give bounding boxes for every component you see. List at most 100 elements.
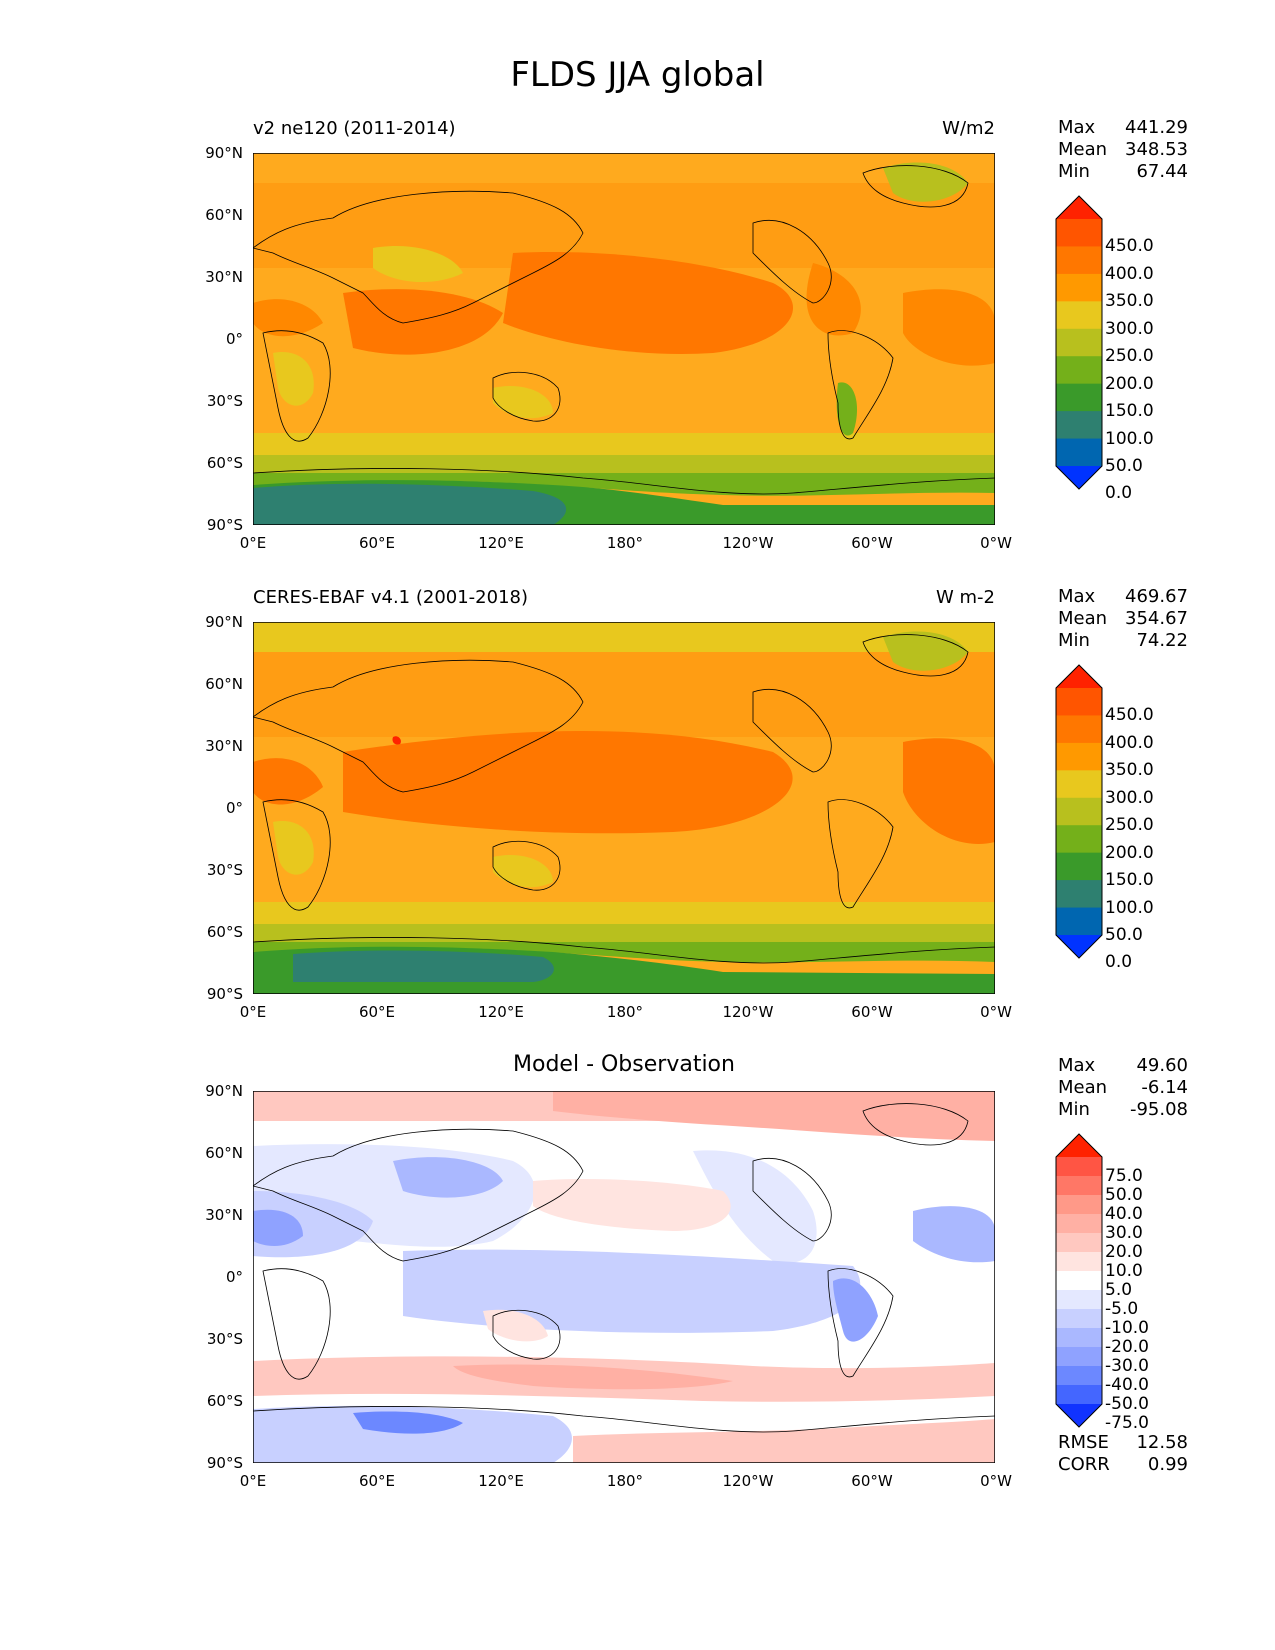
x-tick: 120°W [722, 1003, 774, 1021]
x-tick: 60°E [358, 1003, 396, 1021]
stat-max: Max 441.29 [1058, 117, 1188, 138]
stat-mean: Mean -6.14 [1058, 1077, 1188, 1098]
colorbar-segment [1056, 1233, 1102, 1253]
colorbar-segment [1056, 219, 1102, 247]
colorbar-segment [1056, 742, 1102, 771]
colorbar-segment [1056, 1195, 1102, 1215]
x-tick: 180° [606, 534, 644, 552]
colorbar-segment [1056, 1176, 1102, 1196]
y-tick: 0° [225, 1268, 243, 1286]
x-tick: 60°W [851, 1472, 893, 1490]
stat-mean: Mean 354.67 [1058, 608, 1188, 629]
colorbar-tick-label: 300.0 [1105, 318, 1154, 339]
x-tick: 0°W [980, 534, 1012, 552]
x-tick: 180° [606, 1003, 644, 1021]
colorbar-tick-label: 450.0 [1105, 236, 1154, 257]
colorbar-segment [1056, 411, 1102, 440]
y-tick: 90°N [205, 144, 243, 162]
colorbar-tick-label: 100.0 [1105, 897, 1154, 918]
panel-center-label: Model - Observation [513, 1052, 735, 1077]
x-tick: 180° [606, 1472, 644, 1490]
stat-min: Min 74.22 [1058, 630, 1188, 651]
colorbar-segment [1056, 246, 1102, 275]
y-tick: 30°N [205, 737, 243, 755]
x-tick: 60°E [358, 534, 396, 552]
x-tick: 120°W [722, 534, 774, 552]
colorbar-outline [1055, 664, 1103, 959]
stats-panel-2: Max 469.67 Mean 354.67 Min 74.22 [1058, 586, 1188, 652]
colorbar-tick-label: -10.0 [1105, 1318, 1149, 1338]
y-tick: 30°N [205, 1206, 243, 1224]
y-tick: 30°S [206, 392, 243, 410]
panel-left-label: CERES-EBAF v4.1 (2001-2018) [253, 587, 529, 608]
x-tick: 0°E [239, 1472, 267, 1490]
y-tick: 0° [225, 799, 243, 817]
colorbar-segment [1056, 825, 1102, 854]
colorbar-tick-label: 50.0 [1105, 1185, 1143, 1205]
colorbar-tick-label: -50.0 [1105, 1394, 1149, 1414]
figure-title: FLDS JJA global [510, 55, 765, 95]
map-model [253, 153, 995, 525]
colorbar-tick-label: 350.0 [1105, 760, 1154, 781]
colorbar-extend-bottom [1056, 466, 1102, 489]
x-tick: 60°W [851, 1003, 893, 1021]
colorbar-panel-3 [1055, 1133, 1103, 1428]
y-tick: 60°S [206, 454, 243, 472]
y-tick: 30°N [205, 268, 243, 286]
colorbar-tick-label: 150.0 [1105, 870, 1154, 891]
y-tick: 60°S [206, 1392, 243, 1410]
colorbar-segment [1056, 1328, 1102, 1348]
colorbar-tick-label: 250.0 [1105, 346, 1154, 367]
colorbar-tick-label: 350.0 [1105, 291, 1154, 312]
y-tick: 90°S [206, 1454, 243, 1472]
colorbar-segment [1056, 770, 1102, 799]
colorbar-tick-label: 450.0 [1105, 705, 1154, 726]
panel-left-label: v2 ne120 (2011-2014) [253, 118, 456, 139]
colorbar-tick-label: -75.0 [1105, 1413, 1149, 1433]
colorbar-tick-label: 10.0 [1105, 1261, 1143, 1281]
stats-panel-1: Max 441.29 Mean 348.53 Min 67.44 [1058, 117, 1188, 183]
colorbar-segment [1056, 1252, 1102, 1272]
colorbar-tick-label: 200.0 [1105, 373, 1154, 394]
colorbar-extend-top [1056, 196, 1102, 219]
colorbar-segment [1056, 356, 1102, 385]
panel-obs: CERES-EBAF v4.1 (2001-2018) W m-2 [0, 0, 1275, 608]
colorbar-segment [1056, 273, 1102, 302]
x-tick: 120°E [478, 1472, 524, 1490]
colorbar-segment [1056, 1214, 1102, 1234]
map-model-field [253, 153, 995, 525]
colorbar-segment [1056, 880, 1102, 909]
y-tick: 0° [225, 330, 243, 348]
y-tick: 60°N [205, 206, 243, 224]
colorbar-tick-label: -5.0 [1105, 1299, 1139, 1319]
colorbar-tick-label: 400.0 [1105, 263, 1154, 284]
x-tick: 0°W [980, 1003, 1012, 1021]
colorbar-tick-label: 40.0 [1105, 1204, 1143, 1224]
x-tick: 0°E [239, 1003, 267, 1021]
map-difference-field [253, 1091, 995, 1463]
stat-max: Max 49.60 [1058, 1055, 1188, 1076]
colorbar-segment [1056, 1271, 1102, 1291]
y-tick: 90°N [205, 1082, 243, 1100]
colorbar-segment [1056, 301, 1102, 330]
colorbar-segment [1056, 438, 1102, 467]
colorbar-segment [1056, 797, 1102, 826]
colorbar-extend-top [1056, 665, 1102, 688]
y-tick: 90°S [206, 985, 243, 1003]
y-tick: 60°S [206, 923, 243, 941]
map-observation-field [253, 622, 995, 994]
colorbar-segment [1056, 907, 1102, 936]
colorbar-tick-label: 0.0 [1105, 952, 1133, 973]
panel-model: v2 ne120 (2011-2014) W/m2 [0, 0, 1275, 470]
colorbar-tick-label: 150.0 [1105, 401, 1154, 422]
colorbar-tick-label: -20.0 [1105, 1337, 1149, 1357]
colorbar-tick-label: 50.0 [1105, 925, 1143, 945]
stat-min: Min -95.08 [1058, 1099, 1188, 1120]
panel-units-label: W m-2 [935, 587, 995, 608]
stat-max: Max 469.67 [1058, 586, 1188, 607]
y-tick: 60°N [205, 1144, 243, 1162]
y-tick: 60°N [205, 675, 243, 693]
x-tick: 0°E [239, 534, 267, 552]
colorbar-outline [1055, 195, 1103, 490]
colorbar-extend-top [1056, 1134, 1102, 1157]
